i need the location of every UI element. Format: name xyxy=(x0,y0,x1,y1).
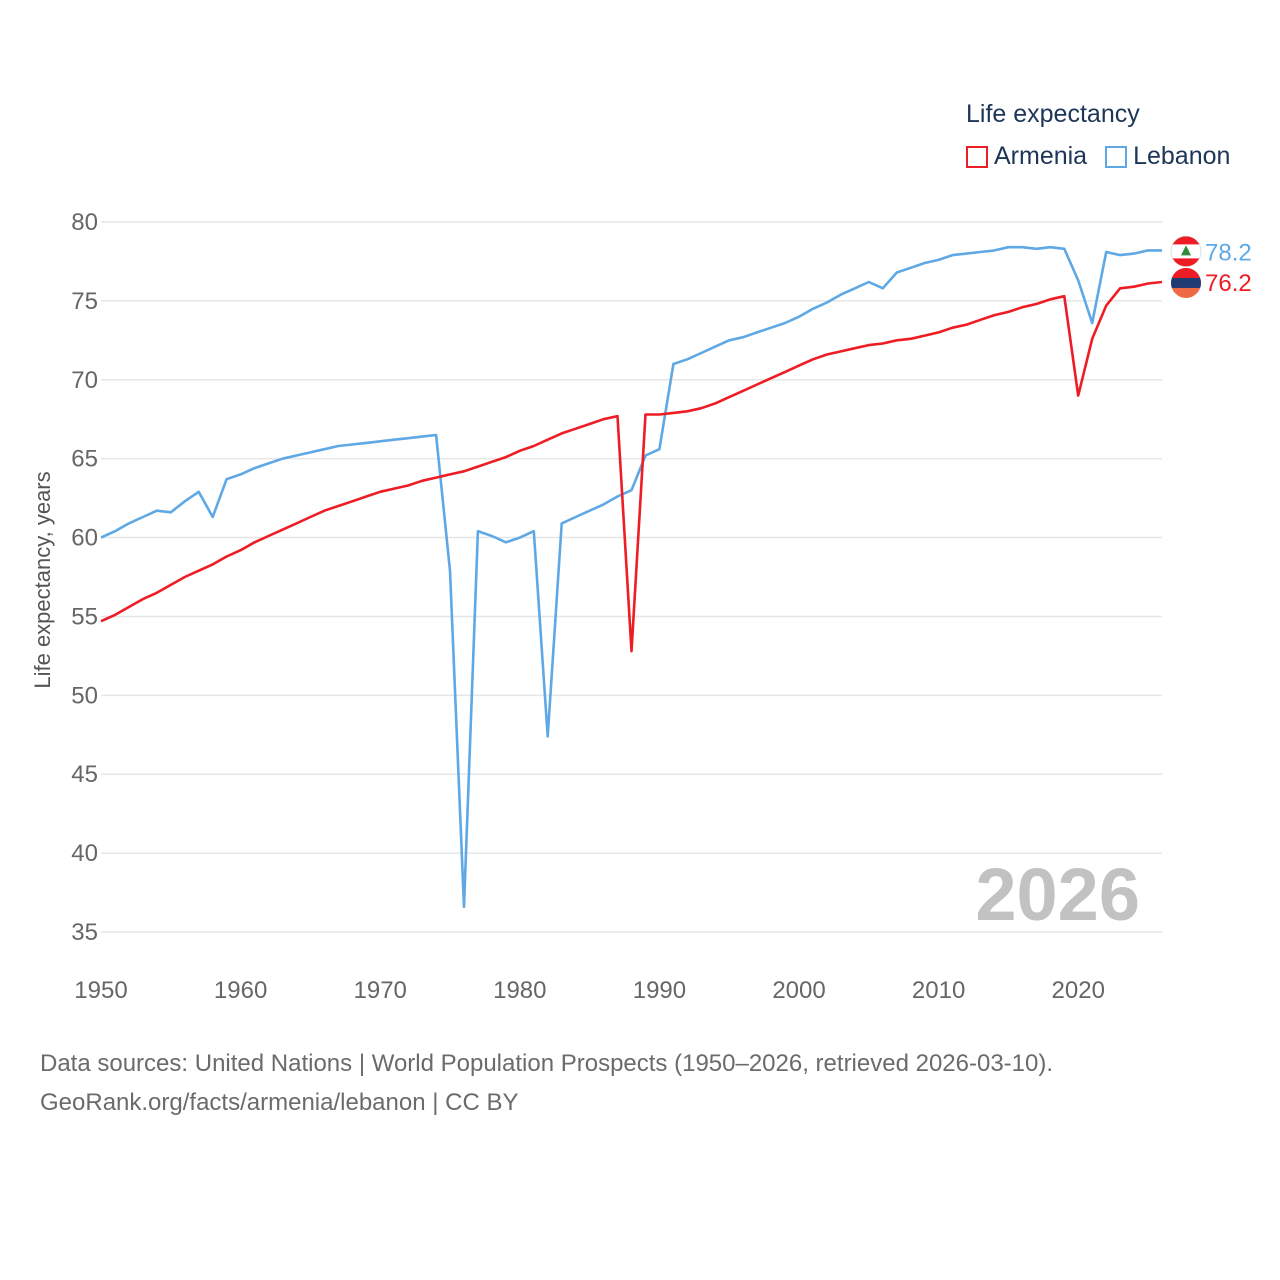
legend-armenia-label: Armenia xyxy=(994,142,1088,170)
y-tick-label: 50 xyxy=(71,682,98,709)
legend-item-armenia[interactable]: Armenia xyxy=(966,142,1087,171)
y-tick-label: 45 xyxy=(71,761,98,788)
armenia-flag-blue-band xyxy=(1171,277,1201,288)
end-label-lebanon: 78.2 xyxy=(1205,239,1252,266)
cedar-icon xyxy=(1181,245,1191,256)
y-tick-label: 80 xyxy=(71,209,98,236)
y-tick-label: 65 xyxy=(71,446,98,473)
x-tick-label: 1990 xyxy=(633,977,686,1004)
y-tick-label: 35 xyxy=(71,919,98,946)
end-label-armenia: 76.2 xyxy=(1205,270,1252,297)
y-axis-label: Life expectancy, years xyxy=(30,471,55,689)
y-tick-label: 75 xyxy=(71,288,98,315)
armenia-flag-red-band xyxy=(1171,267,1201,278)
source-line-2: GeoRank.org/facts/armenia/lebanon | CC B… xyxy=(40,1089,519,1116)
year-watermark: 2026 xyxy=(975,853,1140,936)
source-note: Data sources: United Nations | World Pop… xyxy=(40,1044,1053,1122)
source-line-1: Data sources: United Nations | World Pop… xyxy=(40,1050,1054,1077)
legend-lebanon-label: Lebanon xyxy=(1133,142,1231,170)
x-tick-label: 1950 xyxy=(74,977,127,1004)
lebanon-flag-top-band xyxy=(1171,236,1201,245)
x-tick-label: 2020 xyxy=(1052,977,1105,1004)
y-tick-label: 55 xyxy=(71,603,98,630)
x-tick-label: 2010 xyxy=(912,977,965,1004)
y-tick-label: 60 xyxy=(71,525,98,552)
legend-item-lebanon[interactable]: Lebanon xyxy=(1105,142,1230,171)
x-tick-label: 1980 xyxy=(493,977,546,1004)
x-tick-label: 1970 xyxy=(354,977,407,1004)
x-tick-label: 2000 xyxy=(772,977,825,1004)
lebanon-swatch xyxy=(1105,145,1128,168)
lebanon-flag-bottom-band xyxy=(1171,258,1201,267)
series-line-lebanon xyxy=(100,245,1162,909)
series-line-armenia xyxy=(100,280,1163,653)
x-tick-label: 1960 xyxy=(214,977,267,1004)
y-tick-label: 70 xyxy=(71,367,98,394)
legend: Armenia Lebanon xyxy=(966,142,1248,171)
y-tick-label: 40 xyxy=(71,840,98,867)
legend-title: Life expectancy xyxy=(966,100,1140,128)
armenia-swatch xyxy=(966,145,988,168)
